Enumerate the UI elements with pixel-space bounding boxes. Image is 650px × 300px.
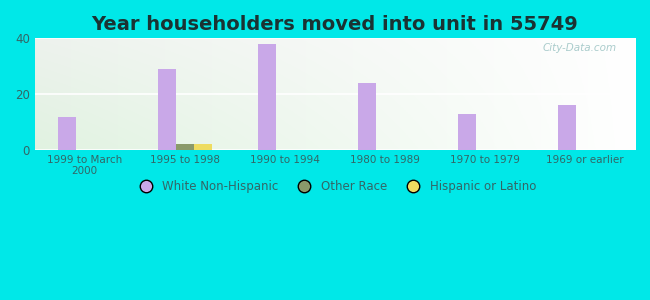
Bar <box>176 144 194 150</box>
Bar <box>158 69 176 150</box>
Bar <box>58 116 76 150</box>
Bar <box>258 44 276 150</box>
Text: City-Data.com: City-Data.com <box>543 43 617 53</box>
Title: Year householders moved into unit in 55749: Year householders moved into unit in 557… <box>92 15 578 34</box>
Bar <box>458 114 476 150</box>
Bar <box>358 83 376 150</box>
Bar <box>194 144 212 150</box>
Legend: White Non-Hispanic, Other Race, Hispanic or Latino: White Non-Hispanic, Other Race, Hispanic… <box>129 175 541 198</box>
Bar <box>558 105 576 150</box>
